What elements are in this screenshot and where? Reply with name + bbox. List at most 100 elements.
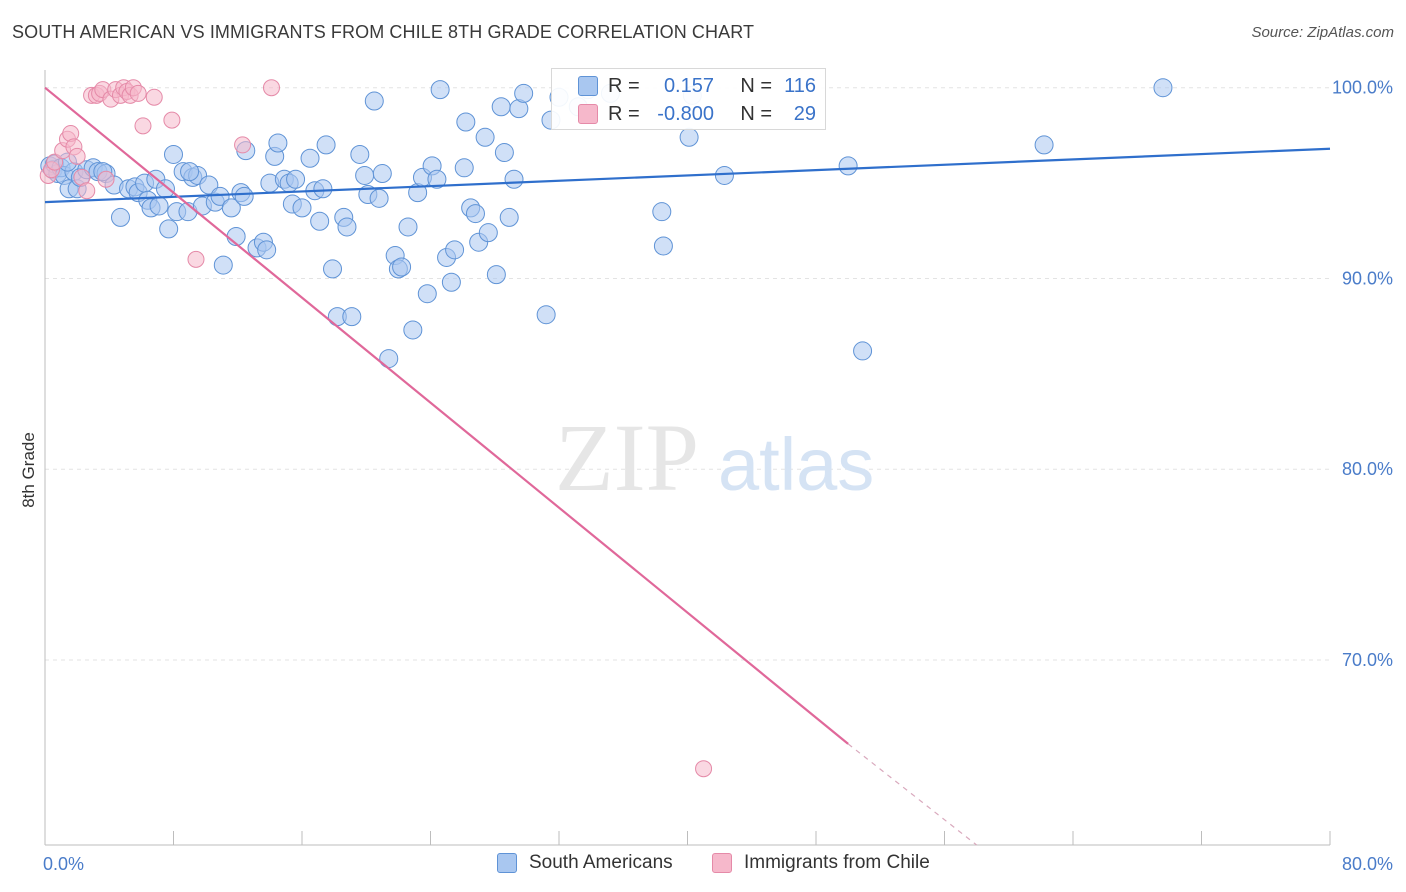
watermark-atlas: atlas	[718, 423, 874, 506]
point-south-american	[653, 236, 673, 256]
point-south-american	[714, 165, 734, 185]
legend-r-label: R =	[608, 74, 640, 97]
point-south-american	[164, 144, 183, 164]
point-chile	[187, 250, 205, 268]
points-layer	[39, 78, 1173, 778]
legend-label-south-americans: South Americans	[529, 852, 673, 873]
legend-swatch-pink	[578, 104, 598, 124]
point-south-american	[454, 158, 474, 178]
point-south-american	[441, 272, 461, 292]
point-south-american	[199, 175, 219, 195]
point-south-american	[342, 307, 362, 327]
series-legend: South Americans Immigrants from Chile	[0, 848, 1406, 878]
trend-layer	[44, 86, 1331, 846]
stats-legend: R = 0.157 N = 116 R = -0.800 N = 29	[551, 68, 826, 130]
point-south-american	[403, 320, 423, 340]
trendline-chile-extension	[847, 743, 977, 846]
point-south-american	[149, 196, 169, 216]
point-south-american	[478, 223, 498, 243]
point-south-american	[316, 135, 336, 155]
legend-r-value: -0.800	[657, 102, 714, 125]
point-chile	[97, 170, 115, 188]
point-south-american	[398, 217, 418, 237]
point-south-american	[159, 219, 179, 239]
watermark: ZIP atlas	[555, 404, 874, 511]
point-south-american	[337, 217, 357, 237]
point-chile	[68, 147, 86, 165]
point-south-american	[465, 204, 485, 224]
legend-n-label: N =	[740, 102, 772, 125]
y-tick-label: 70.0%	[1342, 650, 1393, 670]
legend-swatch-blue	[497, 853, 517, 873]
point-south-american	[504, 169, 524, 189]
point-south-american	[1034, 135, 1054, 155]
legend-n-value: 29	[793, 102, 816, 125]
point-south-american	[213, 255, 233, 275]
trendline-chile	[44, 86, 849, 745]
chart-title: SOUTH AMERICAN VS IMMIGRANTS FROM CHILE …	[12, 22, 755, 42]
legend-r-label: R =	[608, 102, 640, 125]
point-south-american	[475, 127, 495, 147]
point-south-american	[369, 188, 389, 208]
point-chile	[129, 84, 147, 102]
y-tick-label: 100.0%	[1332, 78, 1393, 98]
point-south-american	[427, 169, 447, 189]
legend-row-south-americans: R = 0.157 N = 116	[552, 72, 816, 100]
point-south-american	[268, 133, 288, 153]
point-south-american	[350, 144, 370, 164]
point-south-american	[110, 207, 130, 227]
point-south-american	[417, 284, 437, 304]
point-south-american	[445, 240, 465, 260]
point-south-american	[310, 211, 330, 231]
point-south-american	[392, 257, 412, 277]
point-south-american	[372, 164, 392, 184]
point-south-american	[838, 156, 858, 176]
point-chile	[695, 760, 713, 778]
legend-row-chile: R = -0.800 N = 29	[552, 100, 816, 128]
y-tick-label: 80.0%	[1342, 459, 1393, 479]
y-tick-label: 90.0%	[1342, 268, 1393, 288]
point-south-american	[221, 198, 241, 218]
point-south-american	[323, 259, 343, 279]
point-south-american	[514, 83, 534, 103]
legend-r-value: 0.157	[663, 74, 714, 97]
point-south-american	[155, 179, 175, 199]
point-south-american	[499, 207, 519, 227]
point-south-american	[430, 80, 450, 100]
point-south-american	[853, 341, 873, 361]
point-south-american	[536, 305, 556, 325]
legend-n-value: 116	[784, 74, 816, 97]
point-south-american	[1153, 78, 1173, 98]
point-south-american	[494, 143, 514, 163]
point-south-american	[491, 97, 511, 117]
axes-layer: 100.0% 90.0% 80.0% 70.0% 0.0% 80.0%	[43, 70, 1393, 874]
point-south-american	[300, 148, 320, 168]
point-south-american	[234, 186, 254, 206]
y-axis-title: 8th Grade	[19, 432, 38, 508]
point-south-american	[292, 198, 312, 218]
point-south-american	[456, 112, 476, 132]
point-chile	[134, 117, 152, 135]
point-south-american	[355, 165, 375, 185]
chart-source: Source: ZipAtlas.com	[1251, 24, 1394, 41]
point-chile	[145, 88, 163, 106]
grid-layer	[45, 87, 1330, 661]
legend-item-chile: Immigrants from Chile	[712, 852, 930, 874]
x-tick-label: 0.0%	[43, 854, 84, 874]
point-chile	[234, 136, 252, 154]
point-south-american	[364, 91, 384, 111]
point-chile	[78, 182, 96, 200]
point-south-american	[313, 179, 333, 199]
legend-item-south-americans: South Americans	[497, 852, 673, 874]
legend-label-chile: Immigrants from Chile	[744, 852, 930, 873]
point-south-american	[210, 186, 230, 206]
legend-swatch-blue	[578, 76, 598, 96]
point-south-american	[486, 265, 506, 285]
point-chile	[163, 111, 181, 129]
point-south-american	[679, 127, 699, 147]
point-south-american	[379, 349, 399, 369]
point-south-american	[257, 240, 277, 260]
point-chile	[262, 79, 280, 97]
x-tick-label: 80.0%	[1342, 854, 1393, 874]
